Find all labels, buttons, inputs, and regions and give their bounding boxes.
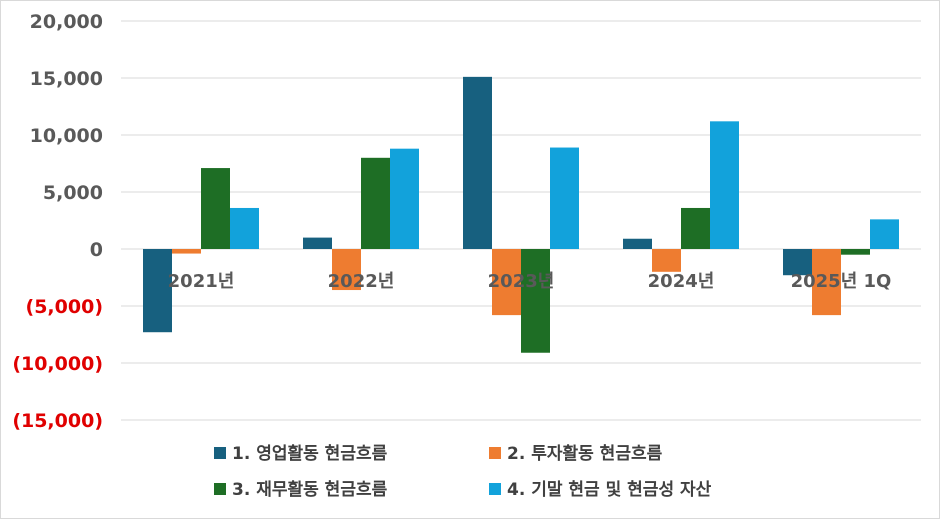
legend-label: 2. 투자활동 현금흐름 [507,443,663,464]
x-category-label: 2025년 1Q [791,271,892,292]
legend-label: 1. 영업활동 현금흐름 [232,443,388,464]
y-tick-label: 5,000 [43,182,103,204]
y-tick-label: (5,000) [26,296,103,318]
bar-series-4-1 [230,207,259,249]
legend: 1. 영업활동 현금흐름 2. 투자활동 현금흐름 3. 재무활동 현금흐름 4. 기… [214,443,712,500]
y-tick-label: (15,000) [12,410,103,432]
bar-series-4-5 [870,219,899,249]
x-axis-category-labels: 2021년 2022년 2023년 2024년 2025년 1Q [168,271,892,292]
bar-series-2-5 [812,249,841,316]
bar-series-3-3 [521,249,550,353]
bar-series-1-1 [143,249,172,333]
bar-series-1-4 [623,238,652,249]
bar-series-2-2 [332,249,361,291]
legend-label: 4. 기말 현금 및 현금성 자산 [507,479,712,500]
bar-series-4-3 [550,147,579,249]
bar-series-4-4 [710,121,739,249]
y-tick-label: 0 [90,239,103,261]
legend-swatch [214,447,226,459]
bar-series-2-3 [492,249,521,316]
legend-label: 3. 재무활동 현금흐름 [232,479,388,500]
bar-series-3-5 [841,249,870,255]
bar-series-1-2 [303,237,332,249]
bars [143,76,899,353]
legend-swatch [489,447,501,459]
bar-series-4-2 [390,148,419,249]
y-axis-tick-labels: 20,000 15,000 10,000 5,000 0 (5,000) (10,000) (… [12,11,103,432]
legend-swatch [214,483,226,495]
bar-series-2-1 [172,249,201,254]
x-category-label: 2023년 [488,271,555,292]
bar-series-3-2 [361,157,390,249]
bar-series-2-4 [652,249,681,272]
legend-swatch [489,483,501,495]
bar-series-3-4 [681,207,710,249]
bar-series-3-1 [201,168,230,249]
y-tick-label: (10,000) [12,353,103,375]
bar-series-1-5 [783,249,812,276]
bar-series-1-3 [463,76,492,249]
x-category-label: 2024년 [648,271,715,292]
x-category-label: 2021년 [168,271,235,292]
y-tick-label: 10,000 [30,125,103,147]
x-category-label: 2022년 [328,271,395,292]
y-tick-label: 20,000 [30,11,103,33]
y-tick-label: 15,000 [30,68,103,90]
